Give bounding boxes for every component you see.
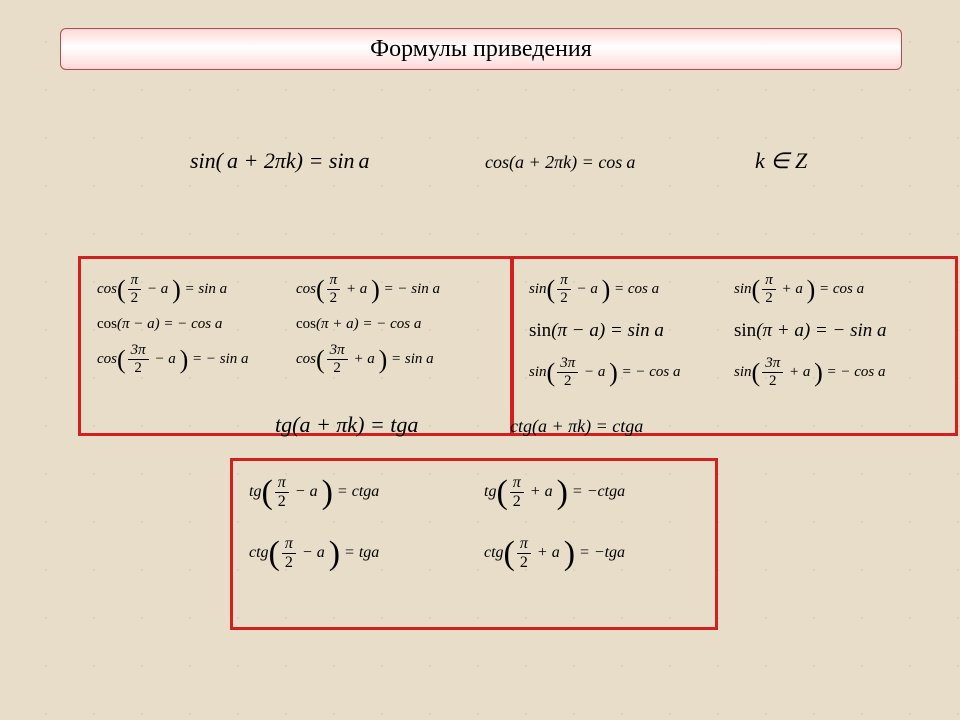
formula-tg-period: tg(a + πk) = tga [275,412,418,438]
formula: sin(π2 − a ) = cos a [529,273,734,306]
box-sin-col-left: sin(π2 − a ) = cos a sin(π − a) = sin a si… [529,273,734,389]
formula: sin(3π2 − a ) = − cos a [529,356,734,389]
formula: sin(π + a) = − sin a [734,320,939,342]
formula: cos(π − a) = − cos a [97,316,296,333]
formula-ctg-period: ctg(a + πk) = ctga [510,416,643,437]
title-bar: Формулы приведения [60,28,902,70]
box-cos-col-right: cos(π2 + a ) = − sin a cos(π + a) = − cos… [296,273,495,376]
formula: sin(π − a) = sin a [529,320,734,342]
box-sin-col-right: sin(π2 + a ) = cos a sin(π + a) = − sin a… [734,273,939,389]
box-sin: sin(π2 − a ) = cos asin(π − a) = sin asi… [510,256,958,436]
formula: ctg(π2 + a ) = −tga [484,536,699,571]
formula: tg(π2 + a ) = −ctga [484,475,699,510]
formula: cos(π2 + a ) = − sin a [296,273,495,306]
formula: sin(π2 + a ) = cos a [734,273,939,306]
formula: ctg(π2 − a ) = tga [249,536,464,571]
formula: cos(π2 − a ) = sin a [97,273,296,306]
box-tg-col-left: tg(π2 − a ) = ctga ctg(π2 − a ) = tga [249,475,464,571]
formula-sin-period: sin(a + 2πk) = sina [190,148,370,174]
box-cos-col-left: cos(π2 − a ) = sin a cos(π − a) = − cos a… [97,273,296,376]
k-in-z: k ∈ Z [755,148,807,174]
formula: cos(π + a) = − cos a [296,316,495,333]
formula: sin(3π2 + a ) = − cos a [734,356,939,389]
box-cos: cos(π2 − a ) = sin a cos(π − a) = − cos a… [78,256,514,436]
formula: cos(3π2 − a ) = − sin a [97,343,296,376]
title-text: Формулы приведения [370,36,592,62]
box-tg-col-right: tg(π2 + a ) = −ctga ctg(π2 + a ) = −tga [484,475,699,571]
box-tg: tg(π2 − a ) = ctga ctg(π2 − a ) = tga tg(… [230,458,718,630]
formula-cos-period: cos(a + 2πk) = cosa [485,152,635,173]
formula: tg(π2 − a ) = ctga [249,475,464,510]
formula: cos(3π2 + a ) = sin a [296,343,495,376]
